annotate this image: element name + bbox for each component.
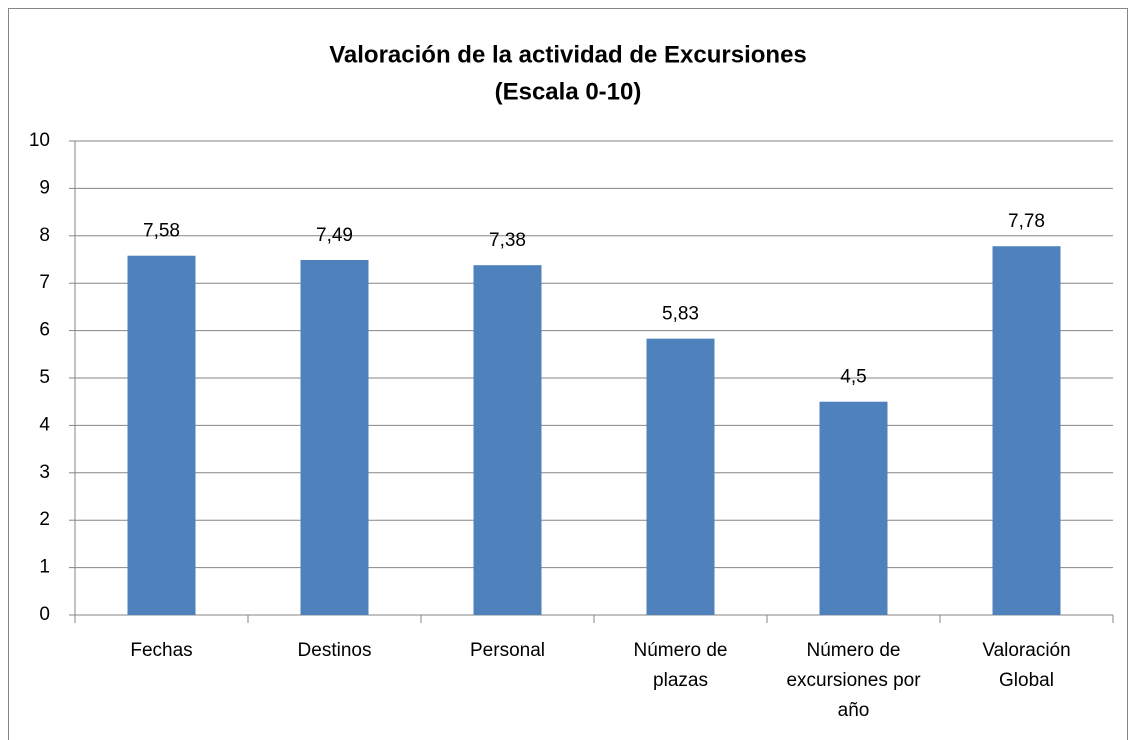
y-tick-label: 4 [39, 414, 50, 435]
y-tick-label: 7 [39, 272, 50, 293]
x-tick-label: Valoración Global [982, 640, 1070, 691]
bar [127, 255, 196, 615]
chart-title: Valoración de la actividad de Excursione… [329, 41, 807, 68]
y-tick-label: 3 [39, 462, 50, 483]
y-tick-label: 5 [39, 367, 50, 388]
data-label: 7,38 [489, 230, 526, 251]
y-tick-label: 9 [39, 177, 50, 198]
x-tick-label: Personal [470, 640, 545, 661]
y-tick-label: 2 [39, 509, 50, 530]
x-tick-label: Destinos [298, 640, 372, 661]
bar [992, 246, 1061, 615]
bar [473, 265, 542, 615]
data-label: 5,83 [662, 304, 699, 325]
y-tick-label: 1 [39, 557, 50, 578]
x-tick-label: Fechas [130, 640, 192, 661]
x-tick-label: Número de excursiones por año [786, 640, 921, 721]
y-tick-label: 0 [39, 604, 50, 625]
data-label: 7,49 [316, 225, 353, 246]
bar [646, 338, 715, 615]
data-label: 7,58 [143, 221, 180, 242]
bar [300, 259, 369, 615]
data-label: 4,5 [840, 367, 866, 388]
y-tick-label: 6 [39, 320, 50, 341]
chart-subtitle: (Escala 0-10) [495, 78, 642, 105]
y-tick-label: 10 [29, 130, 50, 151]
y-tick-label: 8 [39, 225, 50, 246]
data-label: 7,78 [1008, 211, 1045, 232]
x-tick-label: Número de plazas [634, 640, 728, 691]
bar [819, 401, 888, 615]
